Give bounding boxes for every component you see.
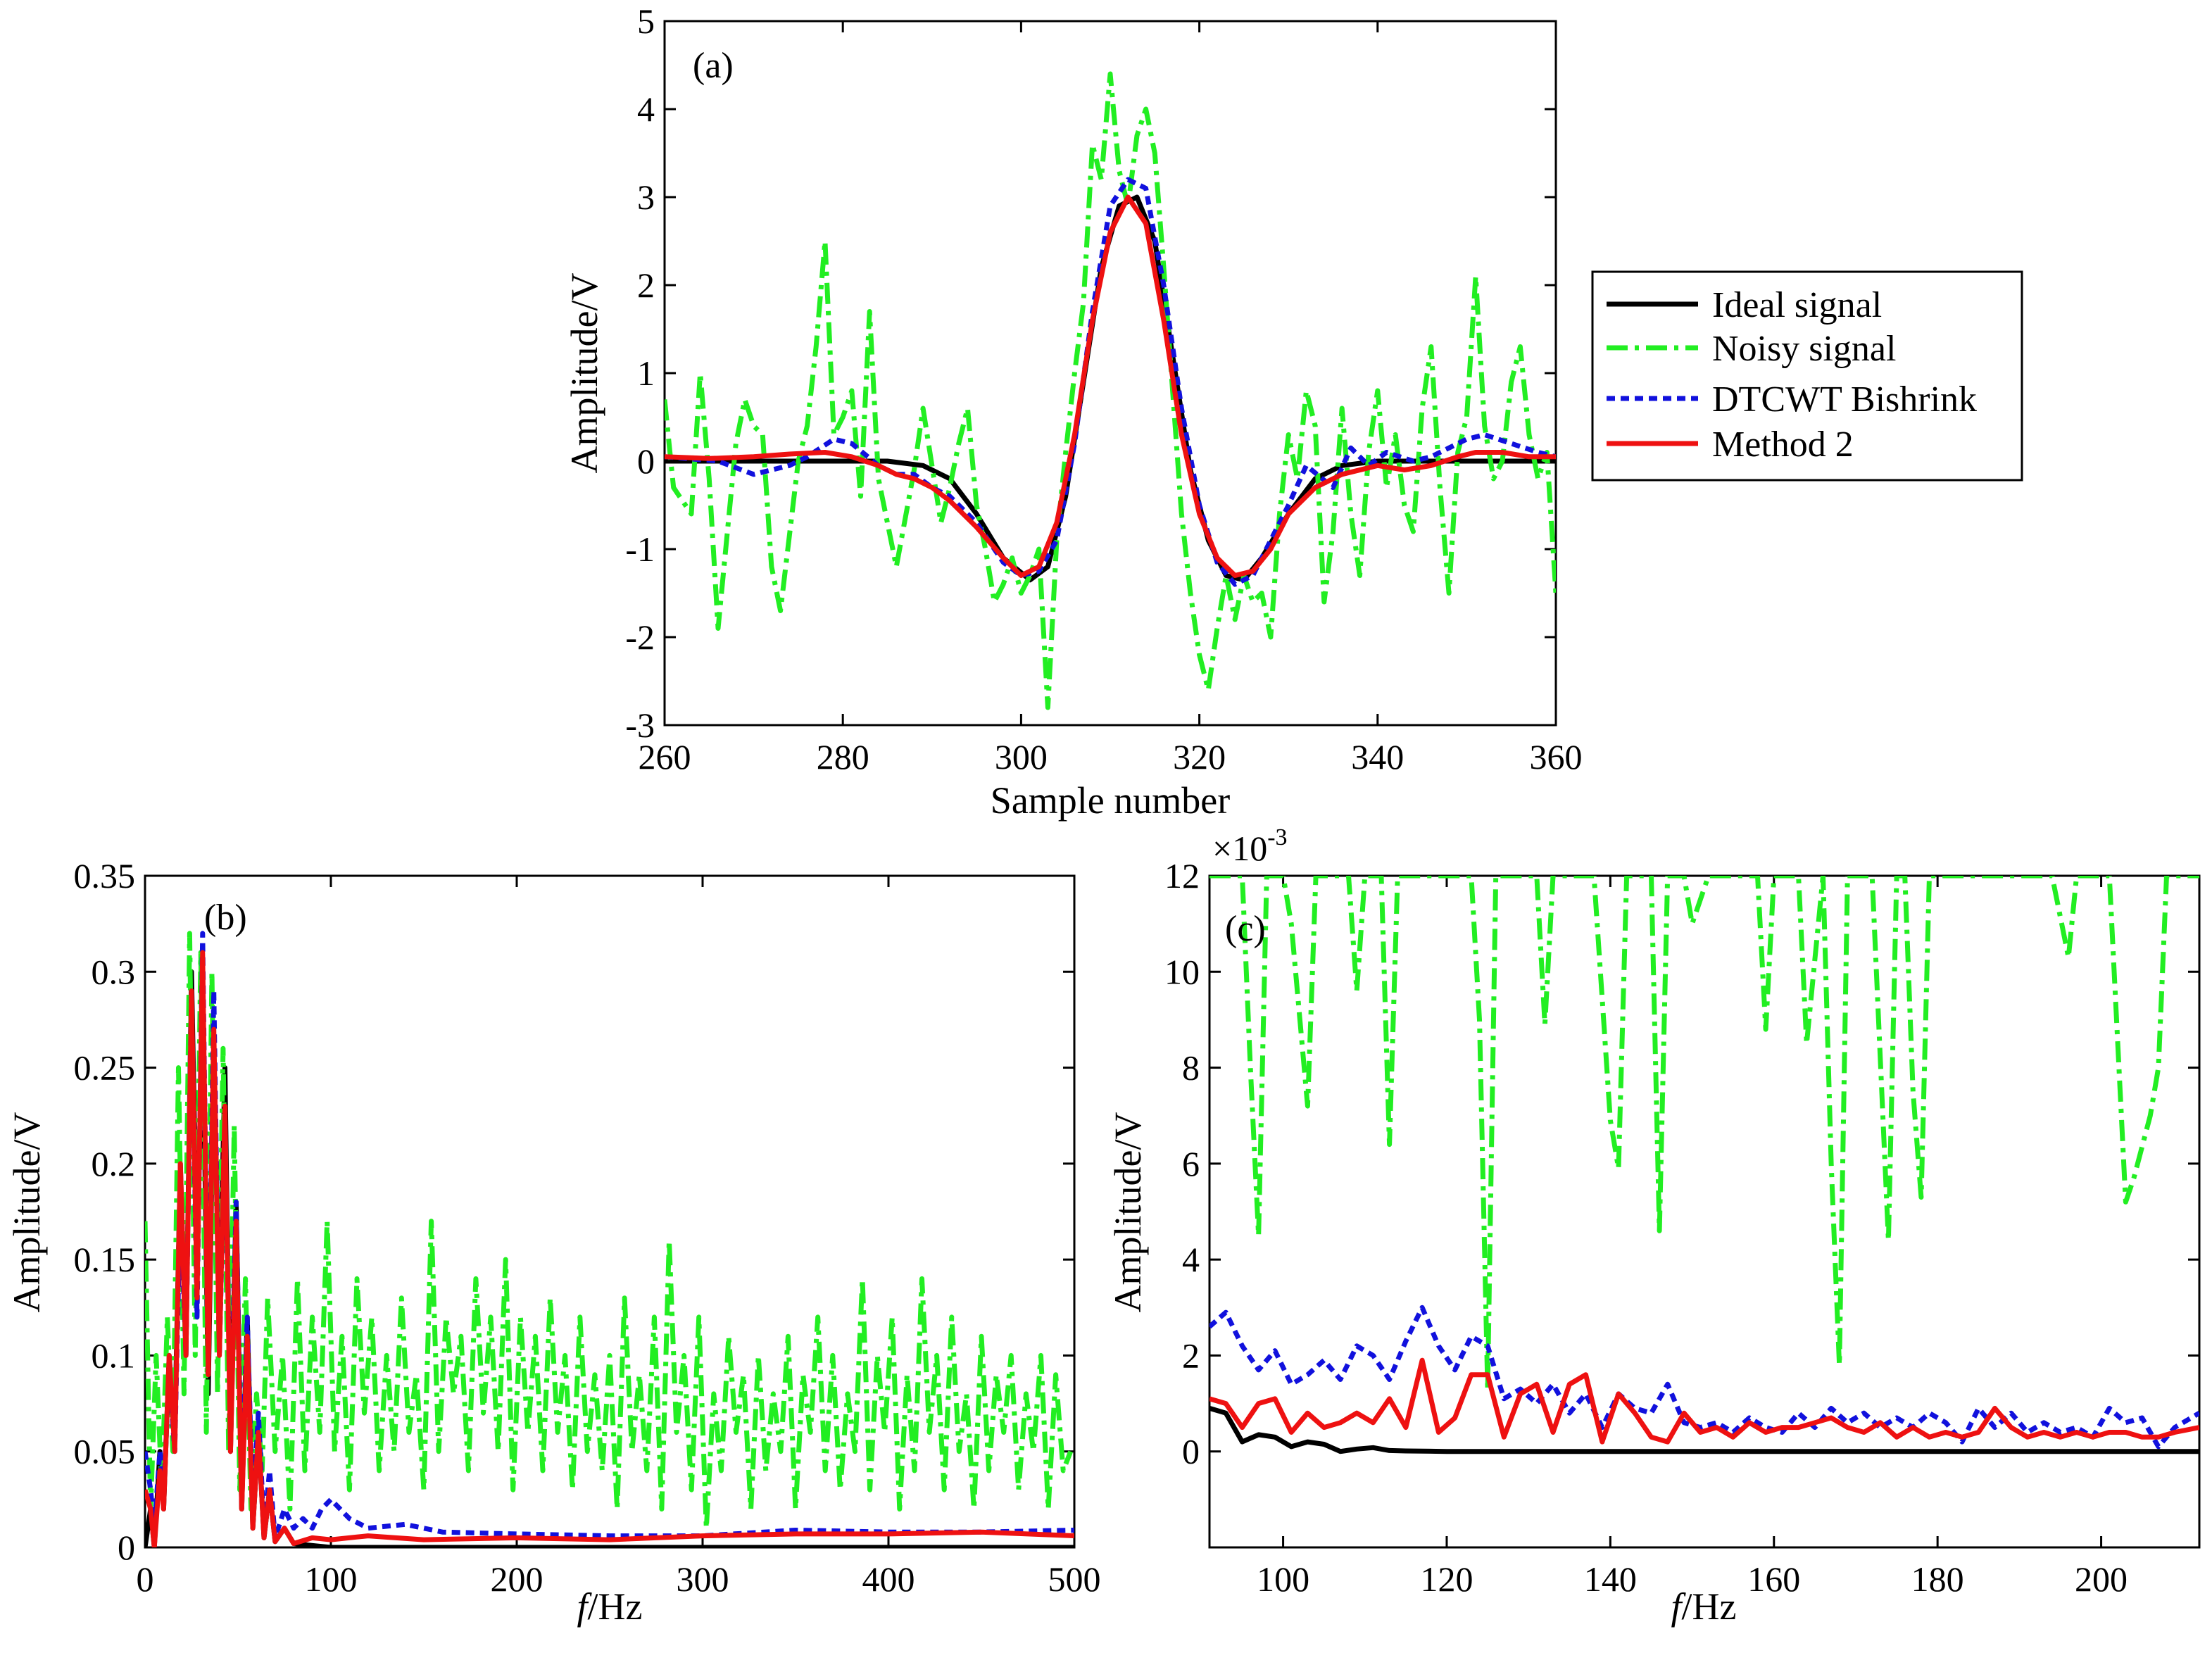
y-tick-label-b: 0.25 [74, 1048, 136, 1088]
x-tick-label-c: 100 [1257, 1559, 1309, 1599]
panel-label-a: (a) [693, 46, 734, 86]
y-tick-label-c: 8 [1182, 1048, 1200, 1088]
y-axis-label-a: Amplitude/V [563, 273, 605, 474]
y-tick-label-b: 0.3 [92, 952, 136, 991]
legend-label-noisy: Noisy signal [1712, 329, 1896, 369]
y-multiplier-c-base: ×10 [1212, 829, 1267, 868]
y-tick-label-c: 4 [1182, 1240, 1200, 1279]
y-tick-label-c: 10 [1164, 952, 1200, 991]
x-tick-label-a: 280 [817, 737, 869, 777]
x-tick-label-a: 260 [639, 737, 691, 777]
legend-a: Ideal signal Noisy signal DTCWT Bishrink… [1591, 270, 2023, 482]
x-tick-label-b: 100 [305, 1559, 358, 1599]
x-tick-label-b: 0 [137, 1559, 154, 1599]
x-tick-label-a: 360 [1530, 737, 1583, 777]
y-axis-label-b: Amplitude/V [6, 1112, 48, 1313]
y-tick-label-a: -3 [625, 705, 655, 745]
series-group-a [665, 71, 1556, 710]
chart-panel-a: 260 280 300 320 340 360 -3 -2 -1 0 1 2 3 4 5 (a) Sampl… [563, 1, 1583, 822]
x-axis-label-c-unit: /Hz [1682, 1585, 1737, 1628]
y-tick-label-a: -2 [625, 617, 655, 657]
y-tick-label-b: 0.05 [74, 1432, 136, 1471]
x-tick-label-b: 200 [491, 1559, 543, 1599]
y-tick-label-c: 0 [1182, 1432, 1200, 1471]
y-multiplier-c: ×10-3 [1212, 824, 1288, 868]
y-tick-label-a: 3 [637, 177, 655, 217]
x-axis-label-b-unit: /Hz [588, 1585, 643, 1628]
y-tick-label-b: 0.15 [74, 1240, 136, 1279]
y-tick-label-a: 4 [637, 89, 655, 129]
x-tick-label-a: 320 [1173, 737, 1226, 777]
x-tick-label-a: 300 [995, 737, 1048, 777]
y-tick-label-c: 6 [1182, 1144, 1200, 1183]
y-tick-label-b: 0 [118, 1528, 135, 1567]
x-axis-label-c: f/Hz [1671, 1585, 1737, 1628]
legend-label-ideal: Ideal signal [1712, 285, 1882, 325]
y-tick-label-c: 12 [1164, 856, 1200, 895]
x-tick-label-c: 120 [1420, 1559, 1473, 1599]
x-tick-label-b: 400 [862, 1559, 915, 1599]
x-tick-label-a: 340 [1351, 737, 1404, 777]
panel-label-c: (c) [1225, 909, 1266, 949]
chart-panel-b: 0 100 200 300 400 500 0 0.05 0.1 0.15 0.2 0.25 0.3 0.… [6, 856, 1101, 1628]
ticks-b: 0 100 200 300 400 500 0 0.05 0.1 0.15 0.2 0.25 0.3 0.… [74, 856, 1101, 1599]
series-group-b [145, 931, 1074, 1547]
ticks-a: 260 280 300 320 340 360 -3 -2 -1 0 1 2 3 4 5 [625, 1, 1582, 777]
y-axis-label-c: Amplitude/V [1107, 1112, 1149, 1313]
y-multiplier-c-exp: -3 [1267, 824, 1287, 850]
y-tick-label-b: 0.1 [92, 1335, 136, 1375]
y-tick-label-c: 2 [1182, 1335, 1200, 1375]
x-tick-label-c: 200 [2075, 1559, 2128, 1599]
x-tick-label-c: 180 [1911, 1559, 1964, 1599]
x-tick-label-b: 300 [677, 1559, 729, 1599]
panel-label-b: (b) [204, 898, 247, 938]
x-axis-label-b: f/Hz [577, 1585, 643, 1628]
series-b-method-2 [145, 950, 1074, 1547]
y-tick-label-b: 0.35 [74, 856, 136, 895]
series-c-dtcwt-bishrink [1209, 1305, 2199, 1450]
y-tick-label-a: 1 [637, 353, 655, 393]
x-tick-label-c: 140 [1584, 1559, 1637, 1599]
x-axis-label-a: Sample number [991, 779, 1230, 822]
chart-panel-c: 100 120 140 160 180 200 0 2 4 6 8 10 12 (c) ×10-3 f/… [1107, 824, 2201, 1628]
series-b-noisy-signal [145, 931, 1073, 1531]
series-group-c [1209, 876, 2199, 1454]
x-tick-label-b: 500 [1048, 1559, 1101, 1599]
plot-area-a [663, 20, 1557, 727]
series-c-noisy-signal [1209, 876, 2199, 1392]
y-tick-label-a: 5 [637, 1, 655, 41]
x-tick-label-c: 160 [1747, 1559, 1800, 1599]
series-c-method-2 [1209, 1357, 2199, 1445]
y-tick-label-a: 2 [637, 265, 655, 305]
series-c-ideal-signal [1209, 1406, 2199, 1454]
legend-label-method2: Method 2 [1712, 425, 1854, 465]
series-a-method-2 [665, 194, 1556, 578]
legend-label-dtcwt: DTCWT Bishrink [1712, 379, 1977, 420]
ticks-c: 100 120 140 160 180 200 0 2 4 6 8 10 12 [1164, 856, 2199, 1599]
y-tick-label-a: 0 [637, 441, 655, 481]
y-tick-label-b: 0.2 [92, 1144, 136, 1183]
plot-area-b [144, 874, 1076, 1549]
y-tick-label-a: -1 [625, 529, 655, 569]
series-a-noisy-signal [665, 71, 1556, 710]
